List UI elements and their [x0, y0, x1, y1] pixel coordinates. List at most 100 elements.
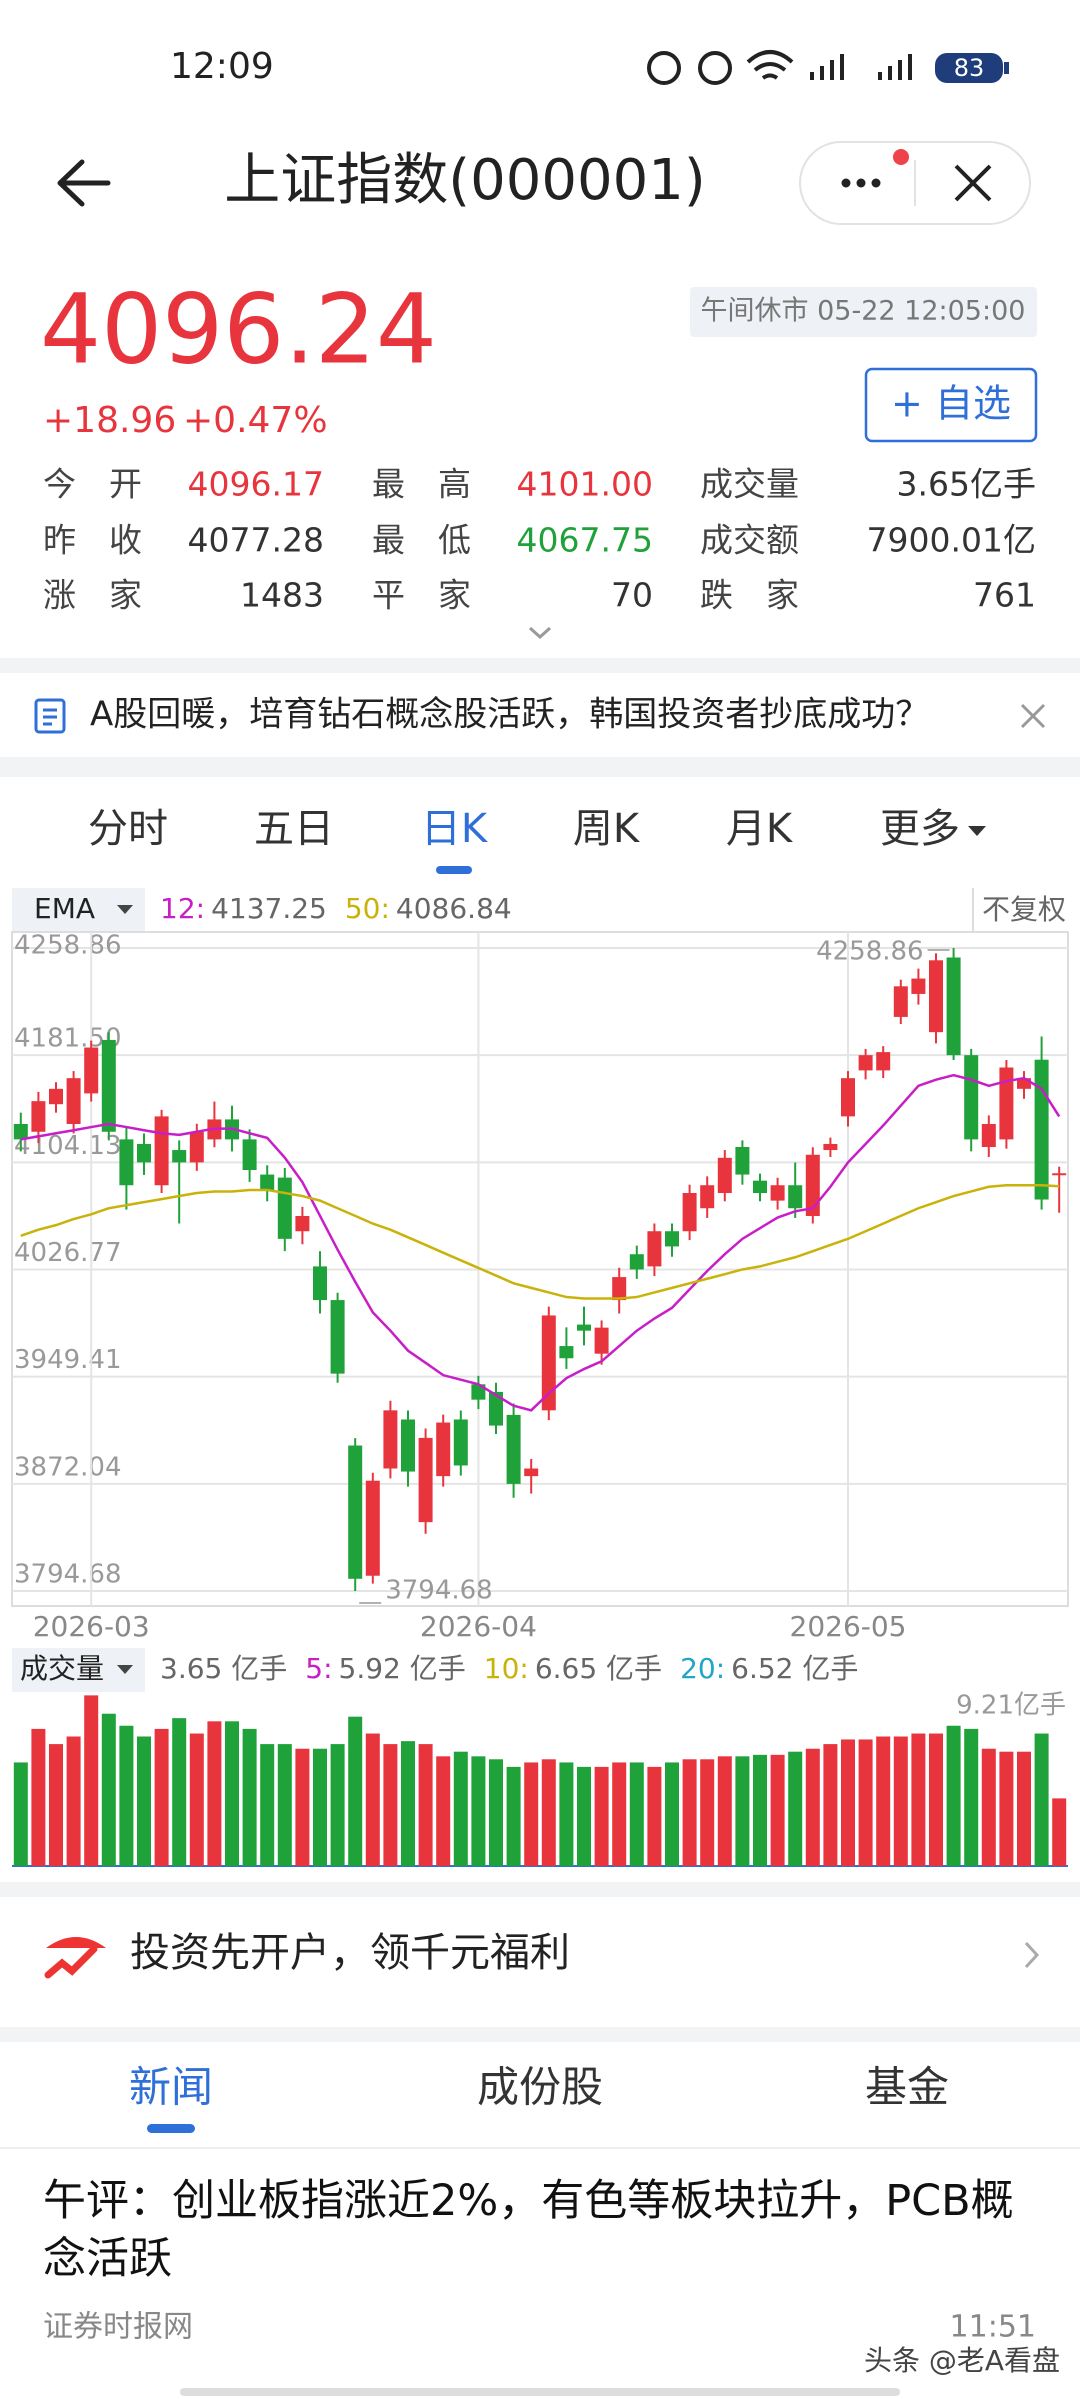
candle-body — [313, 1266, 327, 1301]
more-button[interactable] — [841, 178, 881, 188]
volume-ma-value: 6.52 亿手 — [731, 1652, 858, 1685]
period-tab[interactable]: 分时 — [88, 806, 168, 852]
candle-body — [471, 1384, 486, 1400]
content-tab[interactable]: 新闻 — [129, 2063, 213, 2112]
candle-body — [612, 1277, 627, 1301]
volume-bar — [207, 1721, 222, 1866]
volume-bar — [489, 1759, 503, 1866]
change-percent: +0.47% — [183, 400, 328, 441]
volume-bar — [401, 1741, 415, 1866]
content-tab[interactable]: 基金 — [865, 2063, 949, 2112]
candle-body — [700, 1185, 715, 1209]
volume-bar — [453, 1751, 468, 1866]
article-source: 证券时报网 — [43, 2310, 193, 2345]
stat-value: 4067.75 — [517, 521, 653, 560]
candle-body — [893, 986, 908, 1017]
candle-body — [13, 1124, 28, 1140]
volume-bar — [1034, 1733, 1049, 1866]
period-tab[interactable]: 周K — [573, 806, 641, 852]
candle-body — [559, 1346, 574, 1359]
volume-ma-name: 5: — [305, 1652, 332, 1685]
volume-bar — [999, 1751, 1014, 1866]
candle-body — [647, 1231, 662, 1267]
article-title[interactable]: 午评：创业板指涨近2%，有色等板块拉升，PCB概念活跃 — [43, 2176, 1014, 2284]
volume-bar — [365, 1733, 380, 1866]
volume-bar — [559, 1762, 574, 1866]
period-tab[interactable]: 五日 — [254, 806, 334, 852]
candle-body — [788, 1185, 803, 1209]
candle-body — [101, 1039, 116, 1132]
candle-body — [84, 1047, 99, 1094]
content-tabs: 新闻 成份股 基金 — [129, 2063, 949, 2133]
volume-bar — [682, 1759, 697, 1866]
candle-body — [735, 1147, 750, 1175]
expand-chevron[interactable] — [528, 626, 552, 640]
volume-bar — [700, 1759, 715, 1866]
volume-bar — [277, 1744, 292, 1866]
separator — [0, 2027, 1080, 2042]
volume-bar — [981, 1748, 996, 1866]
period-tabs: 分时 五日 日K 周K 月K 更多 — [88, 806, 986, 874]
period-tab[interactable]: 月K — [726, 806, 794, 852]
x-tick-label: 2026-03 — [33, 1610, 150, 1643]
watch-button[interactable] — [864, 367, 1038, 443]
candle-body — [1052, 1173, 1067, 1176]
ema-line — [20, 1183, 1060, 1300]
y-tick-label: 4104.13 — [14, 1131, 122, 1161]
candle-body — [946, 957, 961, 1056]
more-arrow — [968, 826, 986, 836]
candle-body — [66, 1078, 81, 1125]
volume-bar — [225, 1721, 239, 1866]
candle-body — [717, 1157, 732, 1193]
promo-chevron — [1024, 1941, 1040, 1969]
adjust-mode[interactable]: 不复权 — [982, 893, 1066, 926]
stat-label: 今 开 — [43, 465, 142, 504]
candle-body — [823, 1143, 838, 1151]
period-tab[interactable]: 日K — [421, 806, 489, 852]
stat-label: 昨 收 — [43, 521, 142, 560]
candle-body — [418, 1437, 433, 1523]
content-tab[interactable]: 成份股 — [477, 2063, 603, 2112]
stat-value: 4101.00 — [517, 465, 653, 504]
legend-name: 12: — [160, 892, 205, 925]
volume-bar — [577, 1766, 591, 1866]
dropdown-arrow — [117, 1665, 133, 1674]
candle-body — [770, 1185, 785, 1201]
ema-line — [20, 1073, 1061, 1412]
volume-bar — [929, 1733, 943, 1866]
volume-bar — [753, 1754, 767, 1866]
volume-bar — [295, 1748, 310, 1866]
volume-bar — [647, 1766, 662, 1866]
promo-text[interactable]: 投资先开户，领千元福利 — [130, 1930, 570, 1976]
close-button[interactable] — [954, 164, 992, 202]
candle-body — [577, 1324, 591, 1331]
status-icons — [647, 50, 912, 85]
volume-bar — [242, 1728, 257, 1866]
separator — [0, 658, 1080, 673]
candle-body — [436, 1422, 451, 1477]
volume-ma-value: 6.65 亿手 — [535, 1652, 662, 1685]
ticker-close[interactable] — [1020, 703, 1046, 729]
volume-bar — [964, 1728, 979, 1866]
candle-body — [260, 1174, 275, 1190]
volume-bar — [383, 1744, 398, 1866]
candle-body — [964, 1055, 979, 1140]
volume-bar — [154, 1728, 169, 1866]
battery-tip — [1004, 62, 1009, 74]
separator — [0, 757, 1080, 777]
volume-bar — [313, 1748, 327, 1866]
candle-body — [119, 1139, 134, 1186]
period-tab[interactable]: 更多 — [880, 806, 960, 852]
candle-body — [137, 1143, 151, 1163]
back-button[interactable] — [57, 159, 111, 207]
volume-bar — [841, 1739, 855, 1866]
candle-body — [665, 1231, 679, 1247]
candle-body — [876, 1052, 891, 1071]
y-tick-label: 3949.41 — [14, 1345, 122, 1375]
legend-value: 4086.84 — [396, 892, 512, 925]
stat-label: 跌 家 — [700, 576, 799, 615]
news-ticker[interactable]: A股回暖，培育钻石概念股活跃，韩国投资者抄底成功？ — [90, 695, 929, 735]
